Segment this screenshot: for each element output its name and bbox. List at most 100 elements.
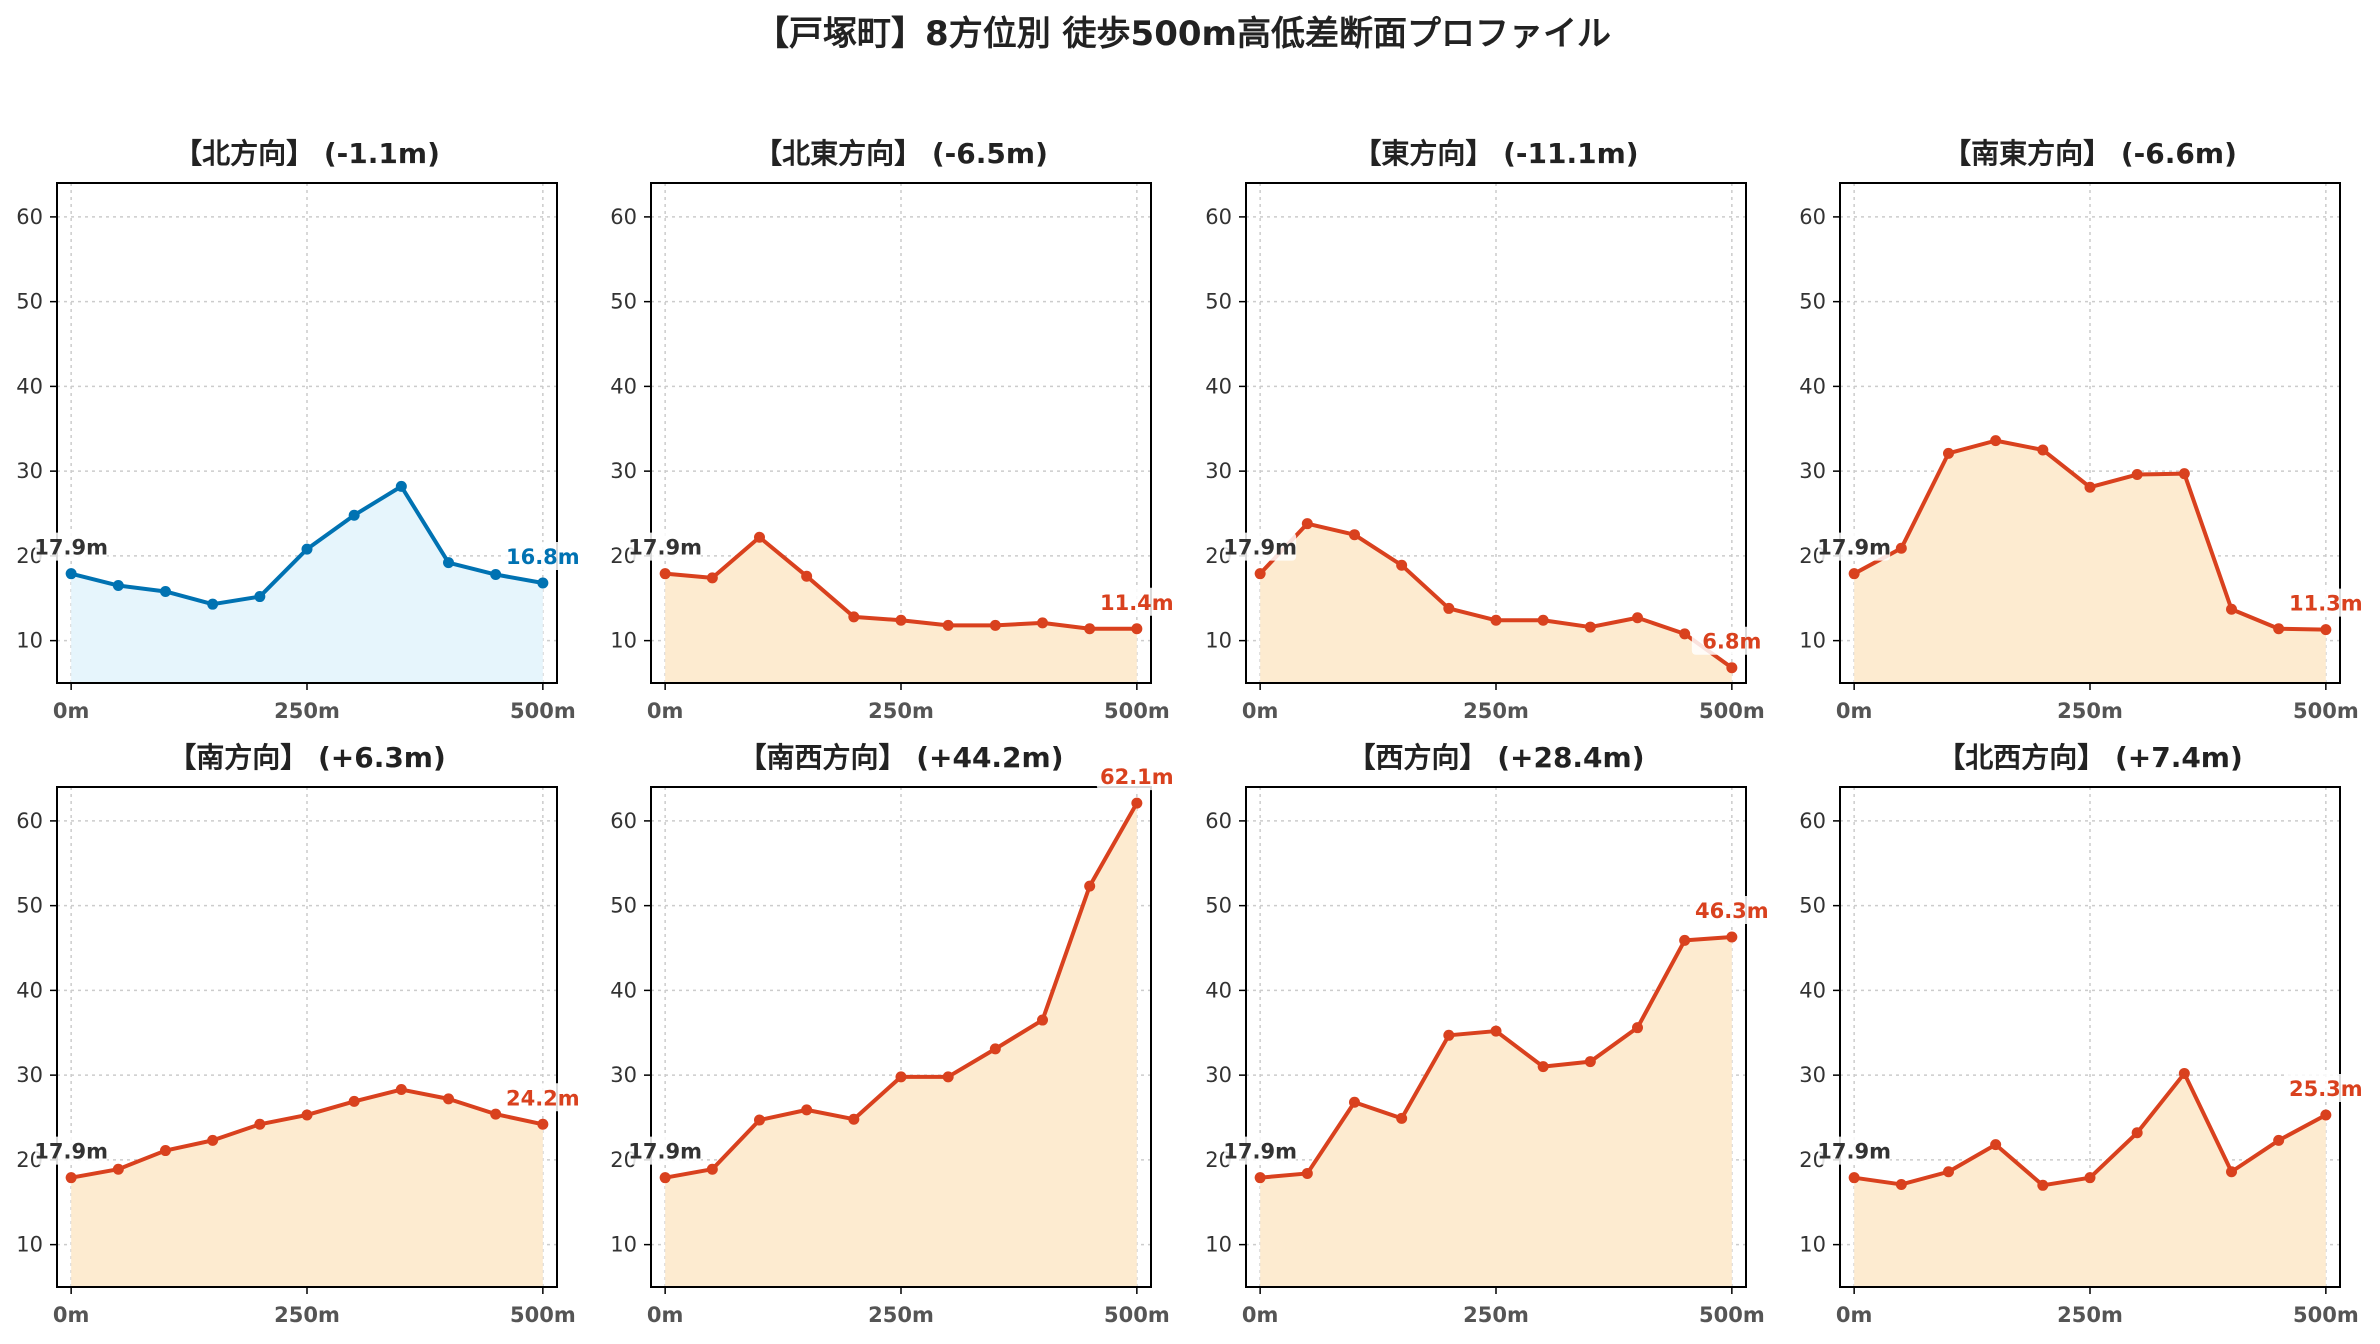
x-tick-label: 500m (1104, 699, 1170, 723)
data-point (1348, 529, 1360, 541)
start-value-label: 17.9m (628, 536, 702, 560)
data-point (1131, 623, 1143, 635)
plot-frame (1839, 182, 2341, 684)
x-tick-label: 250m (274, 699, 340, 723)
start-label-bg (35, 1136, 108, 1165)
y-tick-label: 30 (16, 1063, 43, 1087)
y-tick-label: 40 (1799, 374, 1826, 398)
data-point (1037, 1014, 1049, 1026)
data-point (1726, 662, 1738, 674)
area-fill (1260, 937, 1732, 1287)
data-point (1848, 568, 1860, 580)
start-value-label: 17.9m (34, 1140, 108, 1164)
y-tick-label: 10 (610, 629, 637, 653)
x-tick-label: 0m (1836, 699, 1873, 723)
x-tick-label: 250m (2057, 1303, 2123, 1327)
area-fill (665, 537, 1137, 683)
start-label-bg (1818, 532, 1891, 561)
data-point (706, 572, 718, 584)
end-value-label: 16.8m (506, 545, 580, 569)
area-fill (1260, 523, 1732, 683)
end-label-bg (2285, 588, 2366, 617)
data-point (1895, 1178, 1907, 1190)
data-point (348, 509, 360, 521)
end-label-bg (502, 542, 583, 570)
end-label-bg (502, 1083, 583, 1112)
y-tick-label: 50 (610, 894, 637, 918)
data-point (443, 557, 455, 569)
x-tick-label: 250m (1463, 1303, 1529, 1327)
start-label-bg (1224, 1136, 1297, 1165)
start-value-label: 17.9m (34, 536, 108, 560)
data-point (1084, 623, 1096, 635)
y-tick-label: 40 (1205, 978, 1232, 1002)
data-point (2178, 468, 2190, 480)
area-fill (71, 486, 543, 683)
y-tick-label: 60 (1205, 809, 1232, 833)
data-point (443, 1093, 455, 1105)
x-tick-label: 500m (1699, 699, 1765, 723)
x-tick-label: 0m (53, 699, 90, 723)
y-tick-label: 40 (16, 978, 43, 1002)
data-point (1632, 1022, 1644, 1034)
data-point (65, 1172, 77, 1184)
start-value-label: 17.9m (1223, 536, 1297, 560)
panel-title: 【北西方向】 (+7.4m) (1937, 741, 2243, 774)
data-point (537, 1118, 549, 1130)
start-value-label: 17.9m (1817, 1140, 1891, 1164)
data-point (1131, 797, 1143, 809)
data-point (1348, 1096, 1360, 1108)
y-tick-label: 30 (610, 459, 637, 483)
data-point (112, 580, 124, 592)
y-tick-label: 10 (16, 1233, 43, 1257)
data-point (2273, 1134, 2285, 1146)
y-tick-label: 50 (1205, 290, 1232, 314)
plot-frame (1245, 182, 1747, 684)
data-point (65, 568, 77, 580)
area-fill (665, 803, 1137, 1287)
data-point (1396, 559, 1408, 571)
data-point (1990, 1139, 2002, 1151)
start-label-bg (1818, 1136, 1891, 1165)
y-tick-label: 50 (1799, 894, 1826, 918)
start-value-label: 17.9m (1817, 536, 1891, 560)
data-point (254, 1118, 266, 1130)
panel-title: 【南東方向】 (-6.6m) (1943, 137, 2237, 170)
y-tick-label: 40 (610, 374, 637, 398)
end-value-label: 6.8m (1702, 630, 1761, 654)
data-point (1490, 1025, 1502, 1037)
y-tick-label: 10 (610, 1233, 637, 1257)
data-point (395, 1084, 407, 1096)
data-point (301, 543, 313, 555)
data-point (1726, 931, 1738, 943)
data-point (207, 1134, 219, 1146)
data-point (848, 611, 860, 623)
y-tick-label: 30 (1799, 459, 1826, 483)
x-tick-label: 0m (647, 699, 684, 723)
data-point (490, 1108, 502, 1120)
start-value-label: 17.9m (628, 1140, 702, 1164)
data-point (1990, 435, 2002, 447)
panel-title: 【西方向】 (+28.4m) (1347, 741, 1644, 774)
data-point (2273, 623, 2285, 635)
data-point (1679, 934, 1691, 946)
data-point (801, 1104, 813, 1116)
y-tick-label: 30 (16, 459, 43, 483)
x-tick-label: 0m (1242, 1303, 1279, 1327)
plot-frame (56, 182, 558, 684)
end-value-label: 11.4m (1100, 591, 1174, 615)
x-tick-label: 250m (868, 699, 934, 723)
x-tick-label: 500m (1104, 1303, 1170, 1327)
data-point (159, 1145, 171, 1157)
data-point (348, 1095, 360, 1107)
start-value-label: 17.9m (1223, 1140, 1297, 1164)
y-tick-label: 60 (1205, 205, 1232, 229)
data-point (1254, 1172, 1266, 1184)
data-point (490, 569, 502, 581)
